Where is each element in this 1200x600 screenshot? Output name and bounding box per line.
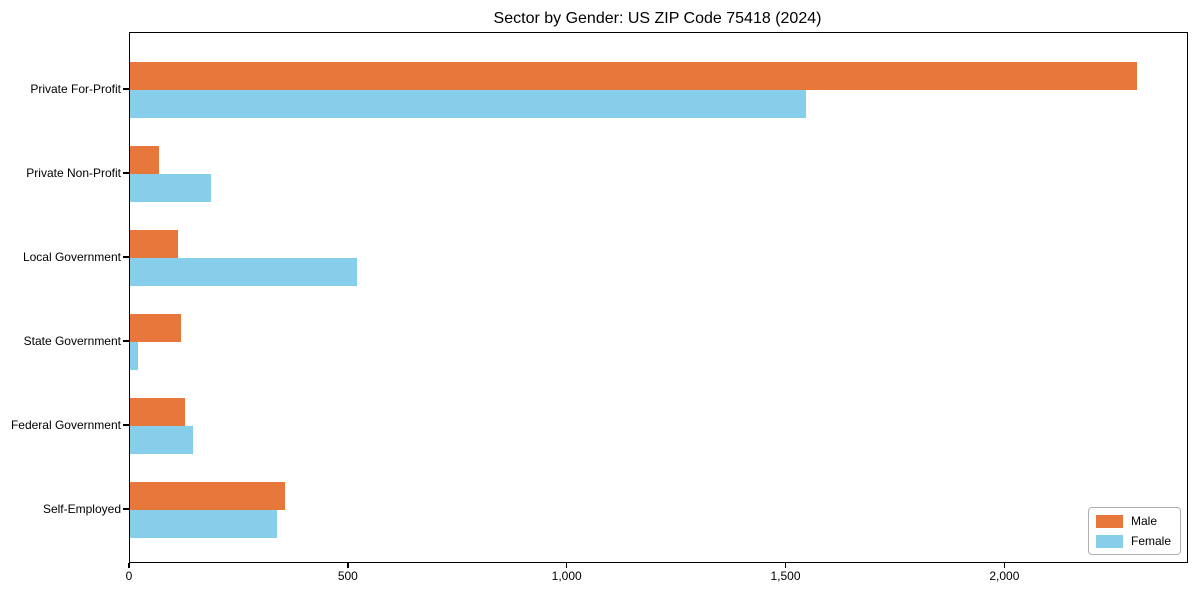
x-tick-label-0: 0	[125, 569, 133, 583]
y-tick-federal-government	[123, 424, 129, 426]
plot-area: Male Female	[129, 32, 1188, 563]
bar-female-local-government	[130, 258, 357, 286]
bar-female-state-government	[130, 342, 139, 370]
bar-male-self-employed	[130, 482, 286, 510]
y-tick-private-non-profit	[123, 172, 129, 174]
x-tick-label-2000: 2,000	[989, 569, 1020, 583]
x-tick-500	[347, 562, 349, 568]
legend-swatch-male	[1095, 514, 1123, 528]
bar-male-private-for-profit	[130, 62, 1137, 90]
x-tick-0	[128, 562, 130, 568]
x-tick-1000	[565, 562, 568, 568]
x-tick-label-1000: 1,000	[551, 569, 582, 583]
y-tick-label-private-for-profit: Private For-Profit	[30, 82, 121, 96]
legend: Male Female	[1087, 507, 1181, 555]
legend-entry-male: Male	[1095, 514, 1171, 528]
bar-female-self-employed	[130, 510, 277, 538]
x-tick-label-1500: 1,500	[770, 569, 801, 583]
bar-male-local-government	[130, 230, 179, 258]
bar-female-private-non-profit	[130, 174, 212, 202]
x-tick-1500	[784, 562, 787, 568]
legend-label-female: Female	[1130, 534, 1171, 548]
y-tick-state-government	[123, 340, 129, 342]
bar-female-private-for-profit	[130, 90, 807, 118]
chart-title: Sector by Gender: US ZIP Code 75418 (202…	[493, 10, 822, 27]
y-tick-local-government	[123, 256, 129, 258]
x-tick-label-500: 500	[337, 569, 358, 583]
y-tick-label-local-government: Local Government	[22, 250, 121, 264]
y-tick-private-for-profit	[123, 88, 129, 90]
bar-male-private-non-profit	[130, 146, 159, 174]
legend-entry-female: Female	[1095, 534, 1171, 548]
x-tick-2000	[1003, 562, 1006, 568]
legend-swatch-female	[1095, 534, 1123, 548]
bar-female-federal-government	[130, 426, 193, 454]
legend-label-male: Male	[1130, 514, 1157, 528]
bar-male-federal-government	[130, 398, 185, 426]
y-tick-label-private-non-profit: Private Non-Profit	[26, 166, 121, 180]
y-tick-label-federal-government: Federal Government	[10, 418, 121, 432]
bar-male-state-government	[130, 314, 181, 342]
y-tick-label-self-employed: Self-Employed	[42, 502, 121, 516]
y-tick-label-state-government: State Government	[23, 334, 121, 348]
y-tick-self-employed	[123, 508, 129, 510]
